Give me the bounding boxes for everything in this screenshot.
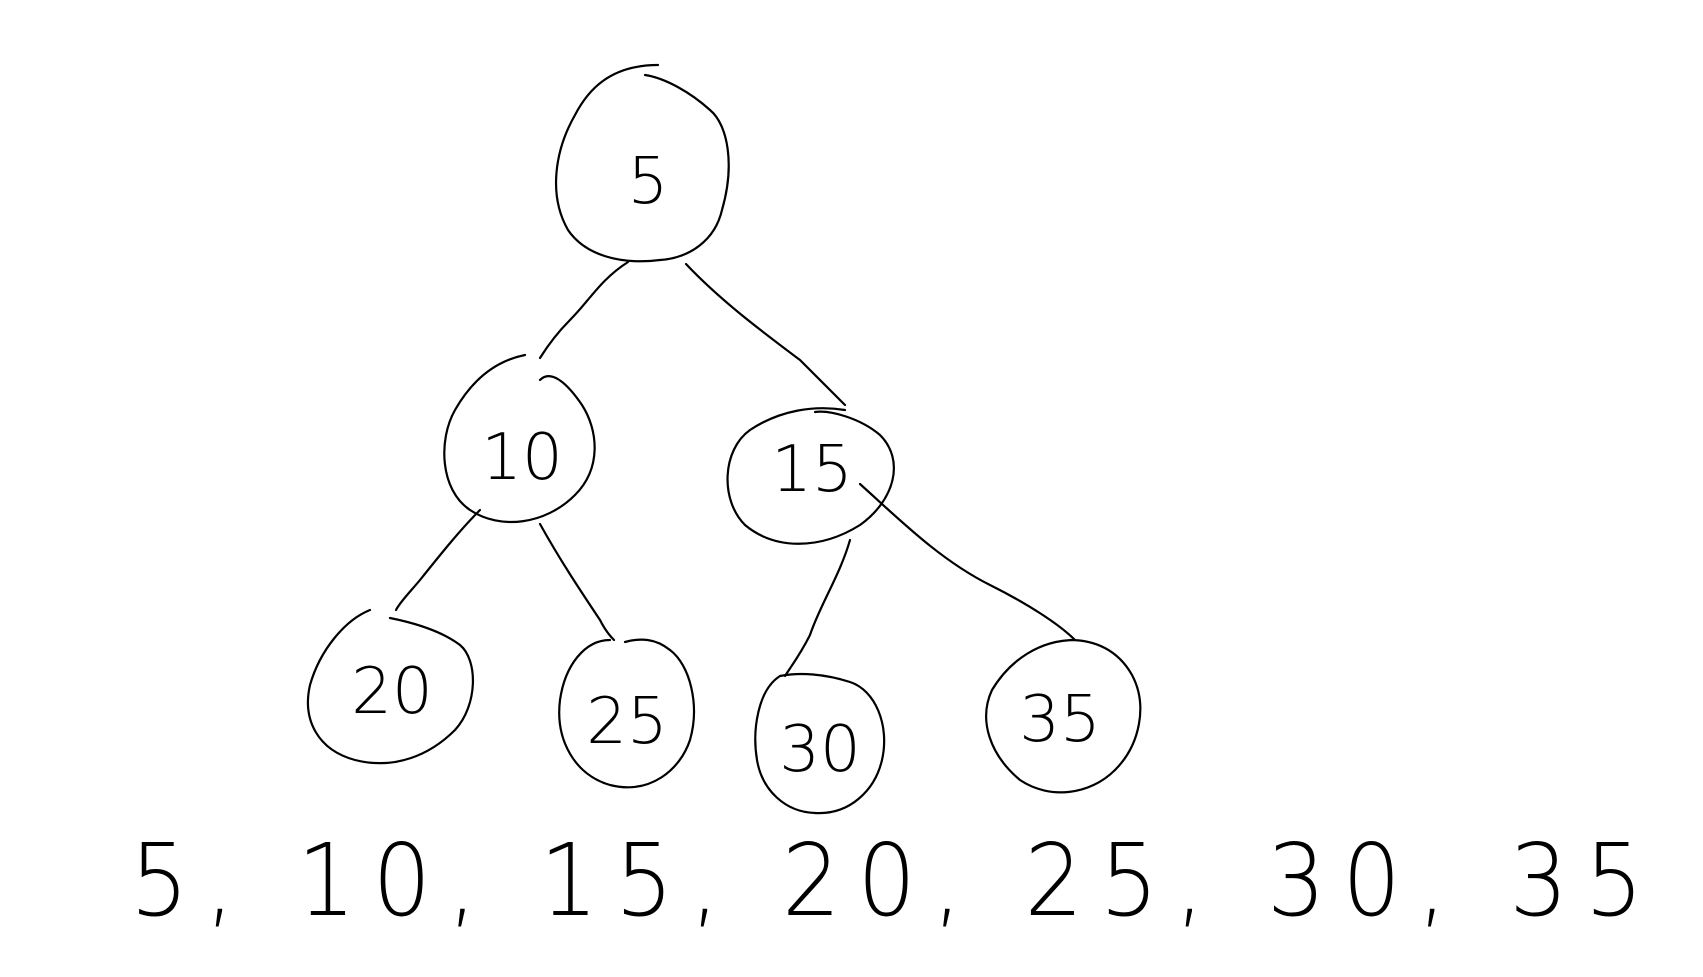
node-circle-30 <box>754 672 886 815</box>
level-order-sequence: 5, 10, 15, 20, 25, 30, 35 <box>130 822 1660 939</box>
node-label-20: 20 <box>351 655 432 729</box>
node-label-10: 10 <box>481 421 562 495</box>
node-label-5: 5 <box>628 145 669 219</box>
edge-15-35 <box>858 482 1077 642</box>
node-label-35: 35 <box>1019 683 1100 757</box>
tree-edges <box>394 260 1077 678</box>
node-label-30: 30 <box>779 713 860 787</box>
node-circle-10 <box>443 353 596 524</box>
edge-15-30 <box>783 538 852 678</box>
edge-5-15 <box>684 262 847 407</box>
tree-node-labels: 5 10 15 20 25 30 35 <box>351 145 1100 787</box>
node-circle-20 <box>306 608 475 765</box>
node-circle-5 <box>554 63 730 263</box>
edge-10-25 <box>538 522 616 642</box>
node-circle-35 <box>985 638 1142 794</box>
edge-5-10 <box>538 260 630 360</box>
node-circle-25 <box>558 638 696 789</box>
node-label-25: 25 <box>586 685 667 759</box>
node-label-15: 15 <box>771 433 852 507</box>
tree-nodes <box>306 63 1142 815</box>
edge-10-20 <box>394 508 482 612</box>
node-circle-15 <box>726 407 895 545</box>
